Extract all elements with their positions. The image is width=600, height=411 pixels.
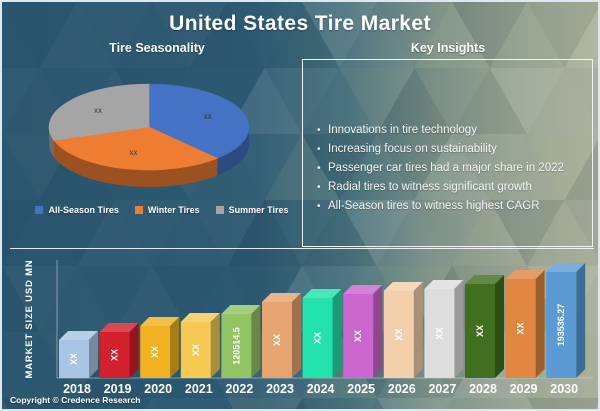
bar-data-label: 120514.5 (231, 327, 241, 365)
page-title: United States Tire Market (169, 12, 431, 35)
bar-top-face (302, 289, 342, 298)
pie-data-label: XX (204, 115, 212, 121)
x-axis-label-2024: 2024 (307, 382, 335, 396)
bar-data-label: XX (69, 353, 79, 365)
legend-color-swatch (215, 206, 224, 214)
bar-2018 (59, 340, 89, 378)
bar-data-label: XX (272, 334, 282, 346)
bar-data-label: XX (434, 327, 444, 339)
bar-data-label: XX (394, 328, 404, 340)
bar-data-label: XX (353, 330, 363, 342)
pie-data-label: XX (94, 109, 102, 115)
bar-top-face (383, 282, 423, 291)
section-divider (10, 248, 594, 249)
bar-data-label: 193536.27 (556, 304, 566, 347)
bar-top-face (59, 331, 98, 340)
bar-top-face (546, 263, 586, 272)
bar-side-face (332, 289, 342, 378)
pie-chart: XX XX XX (48, 83, 250, 187)
bar-top-face (221, 305, 261, 314)
bar-side-face (454, 280, 464, 378)
x-axis-label-2021: 2021 (185, 382, 213, 396)
x-axis-label-2026: 2026 (388, 382, 416, 396)
legend-item: Summer Tires (215, 205, 289, 215)
bar-top-face (505, 270, 545, 279)
pie-slice-side (217, 127, 249, 176)
bar-top-face (140, 317, 180, 326)
pie-slice-side (53, 140, 218, 187)
legend-label: Winter Tires (147, 205, 200, 215)
bar-data-label: XX (313, 332, 323, 344)
bar-2023 (262, 302, 292, 378)
pie-slice-winter-tires (53, 126, 219, 171)
x-axis-label-2025: 2025 (347, 382, 375, 396)
bar-top-face (465, 275, 504, 284)
bar-2030 (546, 272, 577, 378)
bar-2027 (424, 289, 455, 378)
bar-side-face (292, 293, 301, 378)
insight-item: Passenger car tires had a major share in… (317, 159, 584, 178)
x-axis-label-2018: 2018 (63, 382, 91, 396)
bar-data-label: XX (475, 325, 485, 337)
key-insights-box: Innovations in tire technology Increasin… (302, 59, 593, 247)
x-axis-label-2020: 2020 (144, 382, 172, 396)
x-axis-label-2027: 2027 (428, 382, 456, 396)
insight-item: Increasing focus on sustainability (317, 140, 584, 159)
bar-side-face (535, 270, 545, 378)
bar-data-label: XX (191, 344, 201, 356)
insights-list: Innovations in tire technology Increasin… (303, 60, 592, 216)
legend-label: All-Season Tires (48, 205, 119, 215)
x-axis-label-2019: 2019 (104, 382, 132, 396)
bar-2029 (505, 279, 536, 378)
bar-side-face (373, 285, 383, 378)
legend-color-swatch (134, 206, 143, 214)
x-axis-label-2030: 2030 (550, 382, 578, 396)
legend-label: Summer Tires (228, 205, 289, 215)
bar-data-label: XX (110, 349, 120, 361)
bar-top-face (99, 323, 139, 332)
insight-item: Radial tires to witness significant grow… (317, 178, 584, 197)
legend-item: All-Season Tires (35, 205, 119, 215)
x-axis-label-2029: 2029 (510, 382, 538, 396)
bar-side-face (89, 331, 98, 378)
pie-chart-title: Tire Seasonality (109, 41, 205, 55)
bar-top-face (343, 285, 383, 294)
bar-side-face (251, 305, 261, 378)
bar-2019 (99, 332, 130, 378)
bar-2020 (140, 326, 171, 378)
bar-top-face (180, 313, 220, 322)
copyright-text: Copyright © Credence Research (10, 395, 141, 405)
bar-data-label: XX (516, 322, 526, 334)
insight-item: Innovations in tire technology (317, 121, 584, 140)
pie-legend: All-Season Tires Winter Tires Summer Tires (12, 205, 312, 215)
bar-2024 (302, 298, 333, 378)
insight-item: All-Season tires to witness highest CAGR (317, 197, 584, 216)
bar-2025 (343, 294, 374, 378)
bar-side-face (495, 275, 504, 378)
pie-data-label: XX (129, 151, 137, 157)
pie-slice-all-season-tires (148, 83, 250, 159)
bar-data-label: XX (150, 346, 160, 358)
bar-side-face (129, 323, 139, 378)
y-axis-title: MARKET SIZE USD MN (24, 260, 35, 379)
bar-side-face (210, 313, 220, 378)
x-axis-label-2028: 2028 (469, 382, 497, 396)
x-axis-label-2023: 2023 (266, 382, 294, 396)
bar-2028 (465, 284, 495, 378)
insights-title: Key Insights (410, 41, 486, 55)
bar-side-face (413, 282, 423, 378)
pie-slice-summer-tires (48, 83, 150, 141)
bar-2021 (180, 322, 211, 378)
legend-item: Winter Tires (134, 205, 200, 215)
bar-side-face (170, 317, 180, 378)
bar-top-face (424, 280, 464, 289)
legend-color-swatch (35, 206, 44, 214)
bar-chart: MARKET SIZE USD MN XX 2018 XX 2019 XX 2020 XX 20… (24, 260, 593, 396)
bar-top-face (262, 293, 301, 302)
bar-2026 (383, 291, 414, 378)
bar-side-face (576, 263, 586, 378)
x-axis-label-2022: 2022 (225, 382, 253, 396)
bar-2022 (221, 314, 252, 378)
